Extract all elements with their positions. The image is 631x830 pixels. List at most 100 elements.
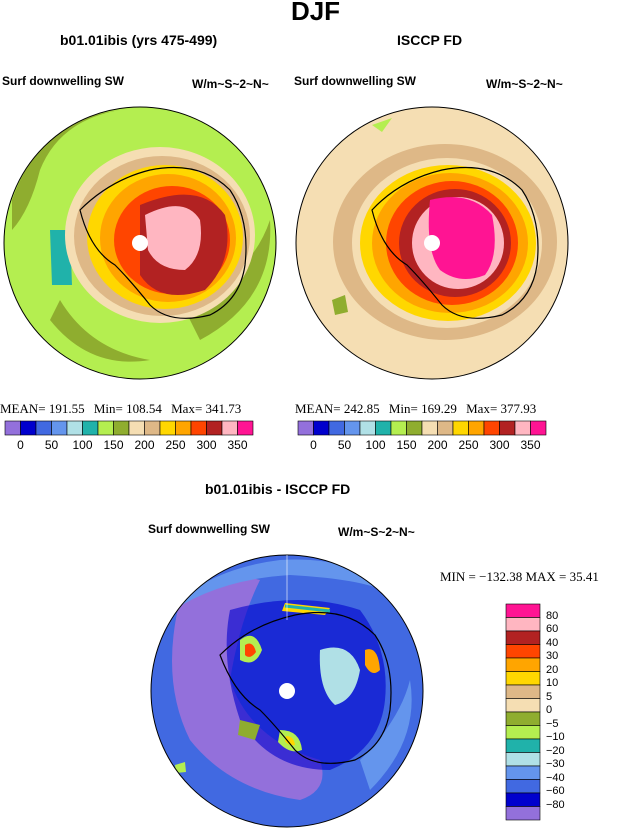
colorbar-swatch <box>375 420 392 436</box>
right-max-label: Max= <box>466 401 498 416</box>
legend-label: 5 <box>546 690 553 703</box>
left-mean-label: MEAN= <box>0 401 46 416</box>
legend-label: 40 <box>546 636 559 649</box>
colorbar-swatch <box>144 420 161 436</box>
legend-swatch <box>505 684 541 699</box>
colorbar-swatch <box>421 420 438 436</box>
colorbar-label: 0 <box>17 438 24 452</box>
left-max-label: Max= <box>171 401 203 416</box>
legend-label: −40 <box>546 771 565 784</box>
colorbar-swatch <box>483 420 500 436</box>
diff-minmax: MIN = −132.38 MAX = 35.41 <box>440 569 599 584</box>
colorbar-swatch <box>4 420 21 436</box>
colorbar-label: 100 <box>72 438 93 452</box>
colorbar-swatch <box>221 420 238 436</box>
colorbar-label: 150 <box>103 438 124 452</box>
legend-swatch <box>505 765 541 780</box>
colorbar-label: 350 <box>227 438 248 452</box>
right-panel-units: W/m~S~2~N~ <box>486 77 563 91</box>
colorbar-label: 200 <box>427 438 448 452</box>
colorbar-swatch <box>328 420 345 436</box>
colorbar-swatch <box>175 420 192 436</box>
legend-swatch <box>505 603 541 618</box>
colorbar-swatch <box>20 420 37 436</box>
legend-swatch <box>505 617 541 632</box>
season-title: DJF <box>290 0 341 26</box>
legend-label: −80 <box>546 798 565 811</box>
legend-label: −60 <box>546 785 565 797</box>
legend-swatch <box>505 644 541 659</box>
right-max-value: 377.93 <box>500 401 537 416</box>
colorbar-swatch <box>190 420 207 436</box>
colorbar-label: 250 <box>458 438 479 452</box>
colorbar-swatch <box>344 420 361 436</box>
diff-panel-title: b01.01ibis - ISCCP FD <box>205 481 351 497</box>
colorbar-swatch <box>390 420 407 436</box>
legend-label: −10 <box>546 731 565 743</box>
difference-map <box>151 555 423 827</box>
legend-label: 0 <box>546 704 553 716</box>
legend-swatch <box>505 779 541 794</box>
colorbar-swatch <box>206 420 223 436</box>
legend-swatch <box>505 657 541 672</box>
legend-label: 20 <box>546 663 559 676</box>
colorbar-swatch <box>35 420 52 436</box>
legend-label: −20 <box>546 744 565 757</box>
left-min-label: Min= <box>93 401 123 416</box>
left-min-value: 108.54 <box>126 401 162 416</box>
right-mean-label: MEAN= <box>295 401 341 416</box>
colorbar-label: 100 <box>365 438 386 452</box>
legend-swatch <box>505 630 541 645</box>
legend-swatch <box>505 671 541 686</box>
colorbar-label: 300 <box>196 438 217 452</box>
legend-swatch <box>505 806 541 821</box>
colorbar-swatch <box>406 420 423 436</box>
legend-swatch <box>505 711 541 726</box>
colorbar-label: 200 <box>134 438 155 452</box>
legend-swatch <box>505 725 541 740</box>
colorbar-label: 350 <box>520 438 541 452</box>
colorbar-swatch <box>530 420 547 436</box>
colorbar-label: 250 <box>165 438 186 452</box>
legend-label: 60 <box>546 623 559 635</box>
colorbar-swatch <box>452 420 469 436</box>
legend-label: −5 <box>546 717 559 730</box>
left-colorbar <box>4 420 254 436</box>
colorbar-swatch <box>297 420 314 436</box>
colorbar-label: 0 <box>310 438 317 452</box>
right-min-value: 169.29 <box>421 401 457 416</box>
colorbar-swatch <box>51 420 68 436</box>
diff-panel-variable: Surf downwelling SW <box>148 522 270 536</box>
right-panel-variable: Surf downwelling SW <box>294 74 416 88</box>
right-panel-title: ISCCP FD <box>397 32 463 48</box>
colorbar-swatch <box>128 420 145 436</box>
colorbar-swatch <box>159 420 176 436</box>
colorbar-swatch <box>237 420 254 436</box>
left-panel-units: W/m~S~2~N~ <box>192 77 269 91</box>
colorbar-swatch <box>113 420 130 436</box>
colorbar-swatch <box>514 420 531 436</box>
left-stats: MEAN= 191.55 Min= 108.54 Max= 341.73 <box>0 401 241 417</box>
colorbar-swatch <box>66 420 83 436</box>
colorbar-swatch <box>437 420 454 436</box>
colorbar-label: 150 <box>396 438 417 452</box>
colorbar-swatch <box>313 420 330 436</box>
colorbar-swatch <box>499 420 516 436</box>
diff-panel-units: W/m~S~2~N~ <box>338 525 415 539</box>
legend-label: 80 <box>546 609 559 622</box>
colorbar-label: 50 <box>337 438 352 452</box>
left-map <box>4 107 276 379</box>
colorbar-label: 300 <box>489 438 510 452</box>
colorbar-swatch <box>97 420 114 436</box>
colorbar-label: 50 <box>44 438 59 452</box>
legend-swatch <box>505 792 541 807</box>
colorbar-swatch <box>359 420 376 436</box>
left-panel-variable: Surf downwelling SW <box>2 74 124 88</box>
right-min-label: Min= <box>388 401 418 416</box>
legend-label: 10 <box>546 677 559 689</box>
difference-colorbar <box>505 603 541 821</box>
legend-label: 30 <box>546 650 559 662</box>
legend-swatch <box>505 698 541 713</box>
right-mean-value: 242.85 <box>343 401 380 416</box>
